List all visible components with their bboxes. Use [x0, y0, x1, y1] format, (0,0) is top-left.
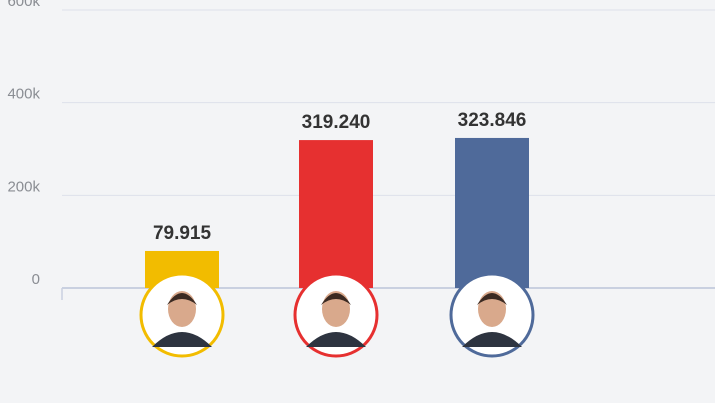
candidate-avatar	[139, 272, 225, 358]
bar	[455, 137, 529, 288]
avatar-shoulders	[152, 332, 212, 347]
avatar-shoulders	[306, 332, 366, 347]
value-label: 319.240	[302, 112, 371, 133]
avatar-hair	[167, 293, 197, 305]
value-label: 79.915	[153, 223, 212, 244]
candidate-avatar	[449, 272, 535, 358]
y-tick-label: 400k	[7, 86, 40, 103]
avatar-hair	[477, 293, 507, 305]
y-tick-label: 600k	[7, 0, 40, 10]
bar	[299, 140, 373, 288]
value-label: 323.846	[458, 110, 527, 131]
y-tick-label: 200k	[7, 178, 40, 195]
y-tick-label: 0	[32, 271, 40, 288]
avatar-hair	[321, 293, 351, 305]
avatar-shoulders	[462, 332, 522, 347]
candidate-avatar	[293, 272, 379, 358]
